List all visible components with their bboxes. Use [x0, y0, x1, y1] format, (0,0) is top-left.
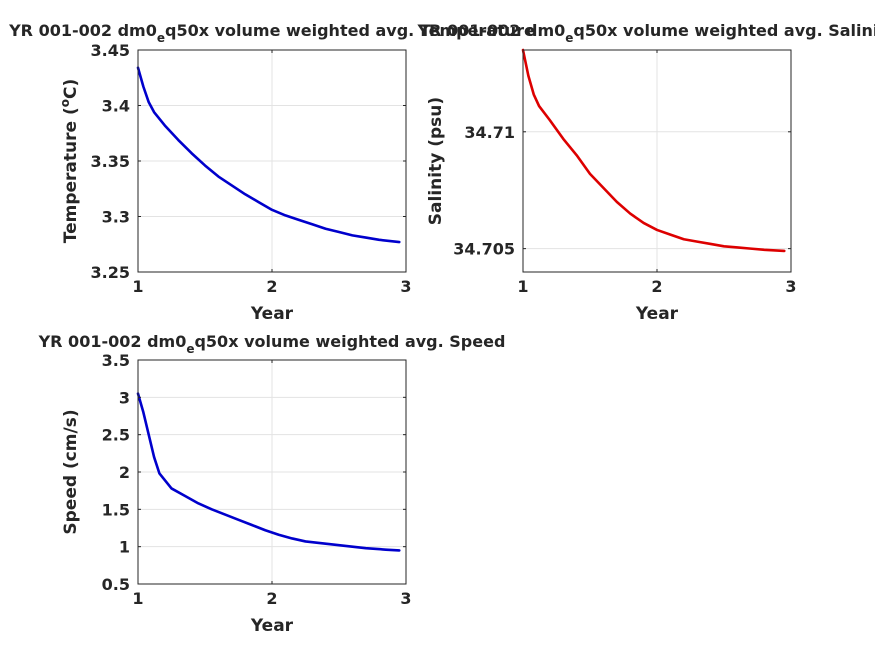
y-tick-label: 1.5 [102, 500, 130, 519]
y-tick-label: 3.5 [102, 351, 130, 370]
y-tick-label: 3 [119, 388, 130, 407]
series-line [136, 66, 401, 244]
x-tick-label: 2 [266, 589, 277, 608]
x-axis-label: Year [635, 304, 679, 324]
y-tick-label: 3.25 [91, 263, 130, 282]
x-tick-label: 1 [132, 589, 143, 608]
y-tick-label: 34.71 [464, 123, 515, 142]
x-tick-label: 3 [400, 589, 411, 608]
x-tick-label: 3 [785, 277, 796, 296]
x-tick-label: 3 [400, 277, 411, 296]
x-tick-label: 1 [132, 277, 143, 296]
y-tick-label: 1 [119, 538, 130, 557]
y-tick-label: 3.45 [91, 41, 130, 60]
x-axis-label: Year [250, 304, 294, 324]
chart-title: YR 001-002 dm0eq50x volume weighted avg.… [38, 332, 506, 356]
y-tick-label: 0.5 [102, 575, 130, 594]
y-tick-label: 2.5 [102, 426, 130, 445]
x-tick-label: 2 [651, 277, 662, 296]
y-tick-label: 34.705 [453, 240, 515, 259]
y-tick-label: 3.35 [91, 152, 130, 171]
series-line [136, 392, 401, 552]
subplot-1: 1 2 3 3.25 3.3 3.35 3.4 3.45 Year Temperature (oC… [8, 21, 535, 324]
x-tick-label: 1 [517, 277, 528, 296]
series-line [521, 48, 786, 253]
y-tick-label: 3.4 [102, 97, 130, 116]
y-axis-label: Speed (cm/s) [61, 409, 81, 534]
y-axis-label: Salinity (psu) [426, 97, 446, 225]
chart-title: YR 001-002 dm0eq50x volume weighted avg.… [417, 21, 875, 45]
x-tick-label: 2 [266, 277, 277, 296]
y-tick-label: 2 [119, 463, 130, 482]
y-tick-label: 3.3 [102, 208, 130, 227]
x-axis-label: Year [250, 616, 294, 636]
chart-title: YR 001-002 dm0eq50x volume weighted avg.… [8, 21, 535, 45]
y-axis-label: Temperature (oC) [58, 79, 81, 243]
subplot-2: 1 2 3 34.705 34.71 Year Salinity (psu) YR 001-0… [417, 21, 875, 324]
